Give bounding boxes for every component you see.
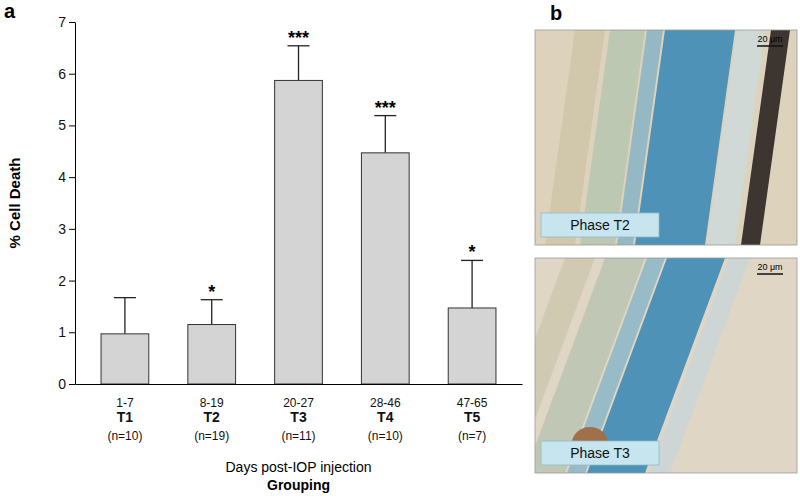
tick: 28-46T4 (n=10) <box>368 396 403 443</box>
tick: 0 <box>58 376 75 392</box>
tick-mark <box>69 177 75 178</box>
tick-label: 7 <box>58 14 66 30</box>
error-bar <box>385 116 386 153</box>
tick-label: 28-46 <box>370 396 401 410</box>
error-bar <box>298 46 299 81</box>
caption-box <box>541 213 659 237</box>
sample-size: (n=19) <box>194 429 229 443</box>
bar <box>188 325 236 384</box>
sample-size: (n=10) <box>368 429 403 443</box>
tissue-layer <box>649 258 750 473</box>
panel-label: a <box>4 0 16 22</box>
bar <box>275 80 323 384</box>
tick-label: 20-27 <box>283 396 314 410</box>
caption: Phase T3 <box>570 445 630 461</box>
tick-mark <box>69 22 75 23</box>
significance: * <box>469 242 476 262</box>
plot-area <box>101 46 496 384</box>
category-label: T1 <box>117 409 134 425</box>
tick-mark <box>69 332 75 333</box>
bar <box>361 153 409 384</box>
tick-label: 2 <box>58 273 66 289</box>
y-axis-title: % Cell Death <box>6 158 23 249</box>
caption-box <box>541 441 659 465</box>
tick-label: 8-19 <box>200 396 224 410</box>
tick: 20-27T3 (n=11) <box>281 396 315 443</box>
caption: Phase T2 <box>570 217 630 233</box>
scale-bar <box>757 45 783 47</box>
scale-bar-label: 20 μm <box>757 34 782 44</box>
category-label: T3 <box>290 409 307 425</box>
bar <box>101 334 149 384</box>
error-bar <box>124 298 125 334</box>
error-bar <box>471 260 472 308</box>
error-bar <box>211 300 212 325</box>
bar <box>448 308 496 384</box>
panel-label: b <box>550 2 562 24</box>
tick: 6 <box>58 66 75 82</box>
tick-label: 5 <box>58 117 66 133</box>
tick-mark <box>69 229 75 230</box>
tick-mark <box>69 125 75 126</box>
axis-line <box>75 23 76 385</box>
sample-size: (n=10) <box>107 429 142 443</box>
tick-label: 1 <box>58 324 66 340</box>
tick-label: 4 <box>58 169 66 185</box>
significance: *** <box>375 98 396 118</box>
micrograph <box>535 258 797 473</box>
tissue-layer <box>741 30 790 245</box>
image-frame <box>535 258 797 473</box>
sample-size: (n=11) <box>281 429 315 443</box>
category-label: T4 <box>377 409 394 425</box>
tick-mark <box>69 384 75 385</box>
axis-line <box>76 384 523 385</box>
micrograph <box>535 30 797 245</box>
image-background <box>535 30 797 245</box>
significance: *** <box>288 28 309 48</box>
tick: 1 <box>58 324 75 340</box>
tick: 47-65T5 (n=7) <box>457 396 488 443</box>
tick: 3 <box>58 221 75 237</box>
error-cap <box>114 297 136 298</box>
tick: 1-7T1 (n=10) <box>107 396 142 443</box>
tick-mark <box>69 74 75 75</box>
tick-label: 47-65 <box>457 396 488 410</box>
sample-size: (n=7) <box>458 429 486 443</box>
tick: 2 <box>58 273 75 289</box>
tick-label: 3 <box>58 221 66 237</box>
tick-label: 6 <box>58 66 66 82</box>
x-axis-title: Grouping <box>267 477 330 493</box>
scale-bar-label: 20 μm <box>757 262 782 272</box>
category-label: T5 <box>464 409 481 425</box>
tick: 8-19T2 (n=19) <box>194 396 229 443</box>
category-label: T2 <box>204 409 221 425</box>
tick-label: 0 <box>58 376 66 392</box>
scale-bar <box>757 273 783 275</box>
tick-mark <box>69 281 75 282</box>
tick-label: 1-7 <box>116 396 134 410</box>
tick: 5 <box>58 117 75 133</box>
tick: 4 <box>58 169 75 185</box>
y-axis: 0 1 2 3 4 5 6 7 <box>58 14 75 392</box>
x-axis: 1-7T1 (n=10) 8-19T2 (n=19) 20-27T3 (n=11) 28-4… <box>76 385 523 444</box>
significance: * <box>208 282 215 302</box>
image-frame <box>535 30 797 245</box>
figure: a********012345671-7T1(n=10)8-19T2(n=19)… <box>0 0 800 504</box>
x-axis-title: Days post-IOP injection <box>225 459 371 475</box>
tick: 7 <box>58 14 75 30</box>
